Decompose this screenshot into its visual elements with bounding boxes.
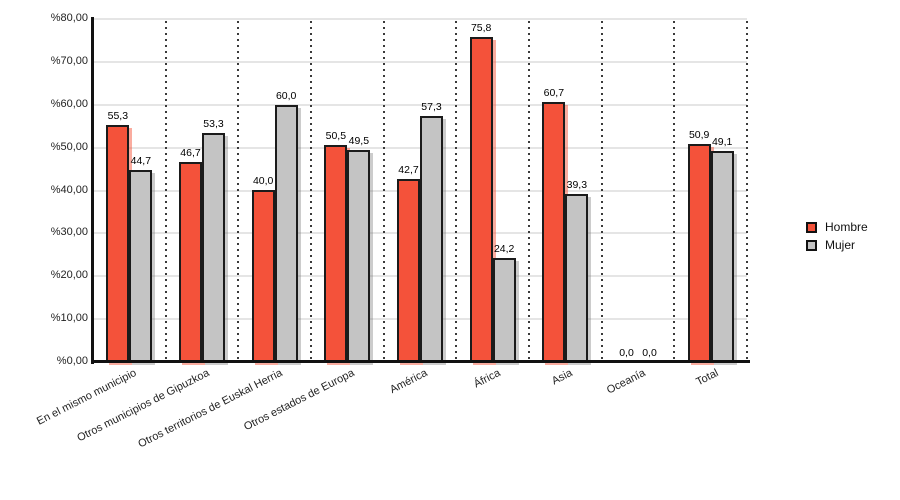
bar-mujer-5 (492, 258, 516, 362)
legend: Hombre Mujer (806, 220, 868, 256)
value-label-mujer-8: 49,1 (711, 136, 733, 148)
value-label-mujer-1: 53,3 (203, 118, 224, 130)
category-separator (746, 21, 748, 362)
y-tick-label: %40,00 (50, 183, 88, 196)
value-label-mujer-0: 44,7 (130, 155, 152, 167)
bar-mujer-6 (565, 194, 589, 362)
category-separator (673, 21, 676, 362)
value-label-hombre-1: 46,7 (180, 147, 201, 159)
bar-hombre-5 (469, 37, 493, 362)
value-label-hombre-7: 0,0 (619, 347, 634, 359)
bar-hombre-0 (106, 125, 130, 362)
legend-item-hombre: Hombre (806, 220, 868, 234)
category-separator (600, 21, 603, 362)
y-tick-label: %20,00 (50, 269, 88, 282)
gridline (93, 18, 747, 20)
bar-mujer-2 (274, 105, 298, 362)
bar-hombre-2 (251, 190, 275, 362)
bar-hombre-3 (324, 145, 348, 362)
category-separator (237, 21, 240, 362)
bar-mujer-4 (420, 116, 443, 362)
category-separator (310, 21, 312, 362)
category-separator (382, 21, 385, 362)
bar-mujer-1 (202, 133, 225, 362)
bar-hombre-6 (542, 102, 566, 362)
value-label-hombre-0: 55,3 (107, 110, 129, 122)
value-label-hombre-5: 75,8 (470, 22, 492, 34)
value-label-mujer-7: 0,0 (642, 347, 657, 359)
value-label-hombre-8: 50,9 (688, 129, 710, 141)
value-label-hombre-3: 50,5 (325, 130, 347, 142)
bar-hombre-8 (687, 144, 711, 362)
plot-area: 55,3 44,7 46,7 53,3 40,0 60,0 50,5 49,5 42,7 57,3… (93, 18, 748, 362)
value-label-mujer-5: 24,2 (493, 243, 515, 255)
legend-label-hombre: Hombre (825, 220, 868, 234)
value-label-hombre-2: 40,0 (252, 175, 274, 187)
gridline (93, 60, 747, 63)
category-separator (164, 21, 167, 362)
y-axis-line (91, 17, 94, 364)
category-separator (455, 21, 458, 362)
y-tick-label: %60,00 (50, 97, 88, 110)
category-separator (528, 21, 530, 362)
value-label-mujer-3: 49,5 (348, 135, 370, 147)
y-tick-label: %70,00 (50, 54, 88, 67)
x-axis-line (91, 360, 750, 363)
legend-item-mujer: Mujer (806, 238, 868, 252)
value-label-mujer-4: 57,3 (421, 101, 442, 113)
gridline (93, 103, 747, 106)
y-tick-label: %0,00 (56, 355, 88, 367)
bar-hombre-4 (397, 179, 420, 362)
value-label-mujer-2: 60,0 (275, 90, 297, 102)
y-tick-label: %80,00 (50, 12, 88, 24)
value-label-mujer-6: 39,3 (566, 179, 588, 191)
legend-swatch-mujer-icon (806, 239, 817, 251)
y-tick-label: %50,00 (50, 140, 88, 153)
bar-mujer-8 (710, 151, 734, 362)
y-tick-label: %30,00 (50, 226, 88, 239)
value-label-hombre-6: 60,7 (543, 87, 565, 99)
y-tick-label: %10,00 (50, 312, 88, 325)
bar-mujer-3 (347, 150, 371, 362)
legend-swatch-hombre-icon (806, 221, 817, 233)
value-label-hombre-4: 42,7 (398, 164, 419, 176)
bar-mujer-0 (129, 170, 153, 362)
legend-label-mujer: Mujer (825, 238, 856, 252)
bar-hombre-1 (179, 162, 202, 362)
